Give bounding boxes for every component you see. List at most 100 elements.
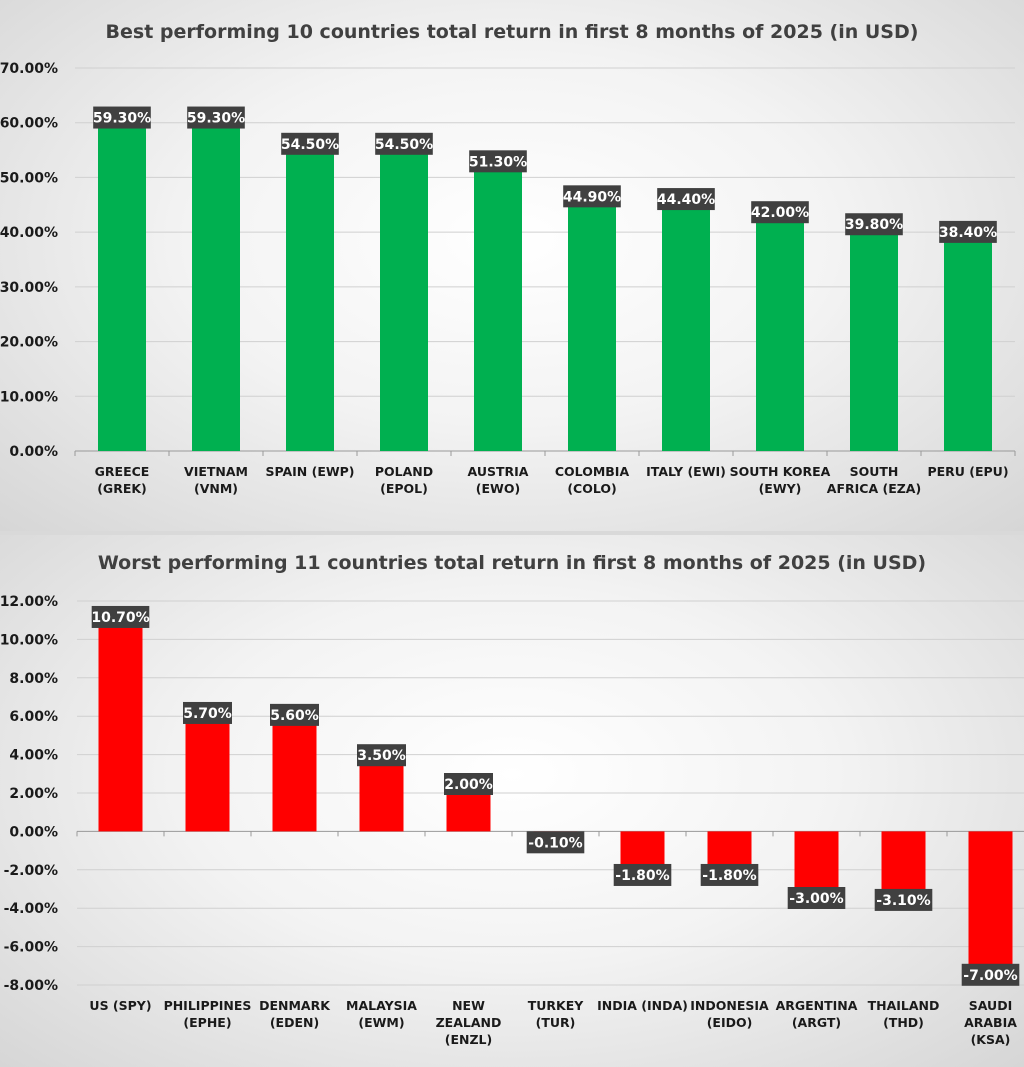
y-tick-label: 8.00%: [9, 671, 58, 687]
y-tick-label: 50.00%: [0, 170, 58, 186]
data-label: -3.10%: [876, 893, 930, 909]
data-label: 3.50%: [357, 748, 406, 764]
data-label: -7.00%: [963, 968, 1017, 984]
category-label: GREECE: [95, 464, 150, 479]
data-label-box: [93, 106, 151, 129]
bar: [380, 152, 428, 452]
data-label: 10.70%: [91, 610, 149, 626]
bar: [968, 831, 1013, 966]
category-label: (THD): [883, 1015, 924, 1030]
category-label: US (SPY): [89, 998, 151, 1013]
category-label: (VNM): [194, 481, 238, 496]
data-label-box: [751, 201, 809, 224]
bar: [98, 126, 146, 452]
data-label: 42.00%: [751, 205, 809, 221]
category-label: ITALY (EWI): [646, 464, 726, 479]
data-label: 44.90%: [563, 189, 621, 205]
data-label-box: [563, 185, 621, 208]
bar: [662, 208, 710, 451]
data-label-box: [526, 831, 585, 854]
y-tick-label: -2.00%: [4, 863, 58, 879]
bar: [98, 625, 143, 832]
y-tick-label: 40.00%: [0, 225, 58, 241]
bar: [707, 831, 752, 866]
category-label: PERU (EPU): [927, 464, 1008, 479]
y-tick-label: 12.00%: [0, 594, 58, 610]
category-label: (COLO): [567, 481, 616, 496]
category-label: THAILAND: [868, 998, 940, 1013]
y-tick-label: 10.00%: [0, 632, 58, 648]
category-label: SOUTH: [850, 464, 899, 479]
y-tick-label: 20.00%: [0, 335, 58, 351]
category-label: (KSA): [971, 1032, 1011, 1047]
bar: [446, 793, 491, 832]
category-label: (EIDO): [707, 1015, 753, 1030]
category-label: ARGENTINA: [776, 998, 858, 1013]
bar: [192, 126, 240, 452]
data-label-box: [91, 605, 150, 628]
bar: [794, 831, 839, 889]
data-label: 54.50%: [281, 137, 339, 153]
y-tick-label: 0.00%: [9, 444, 58, 460]
data-label-box: [613, 863, 672, 886]
y-tick-label: 30.00%: [0, 280, 58, 296]
data-label-box: [939, 220, 997, 243]
data-label: 39.80%: [845, 217, 903, 233]
y-tick-label: 0.00%: [9, 824, 58, 840]
category-label: INDONESIA: [690, 998, 769, 1013]
data-label-box: [845, 213, 903, 236]
category-label: (EDEN): [270, 1015, 319, 1030]
category-label: DENMARK: [259, 998, 331, 1013]
category-label: NEW: [452, 998, 485, 1013]
data-label-box: [657, 188, 715, 211]
data-label-box: [874, 888, 933, 911]
category-label: AUSTRIA: [468, 464, 529, 479]
bar: [850, 233, 898, 451]
best-performers-chart: Best performing 10 countries total retur…: [0, 0, 1024, 531]
data-label-box: [787, 887, 846, 909]
category-label: MALAYSIA: [346, 998, 417, 1013]
bar: [568, 205, 616, 451]
data-label-box: [469, 150, 527, 173]
category-label: AFRICA (EZA): [827, 481, 921, 496]
data-label: 5.70%: [183, 706, 232, 722]
bar: [272, 723, 317, 832]
data-label: -1.80%: [615, 868, 669, 884]
y-tick-label: 60.00%: [0, 116, 58, 132]
category-label: (EWY): [759, 481, 802, 496]
best-performers-svg: Best performing 10 countries total retur…: [0, 21, 1016, 496]
data-label: 44.40%: [657, 192, 715, 208]
data-label: -3.00%: [789, 891, 843, 907]
data-label-box: [183, 701, 232, 724]
data-label-box: [444, 773, 493, 795]
category-label: SOUTH KOREA: [730, 464, 831, 479]
data-label-box: [187, 106, 245, 129]
y-tick-label: 6.00%: [9, 709, 58, 725]
data-label: -1.80%: [702, 868, 756, 884]
data-label: 59.30%: [93, 111, 151, 127]
y-tick-label: 4.00%: [9, 748, 58, 764]
data-label: 2.00%: [444, 777, 493, 793]
chart-title: Best performing 10 countries total retur…: [106, 21, 919, 43]
data-label-box: [357, 744, 406, 767]
y-tick-label: -6.00%: [4, 940, 58, 956]
category-label: (TUR): [536, 1015, 576, 1030]
y-tick-label: 2.00%: [9, 786, 58, 802]
category-label: SPAIN (EWP): [265, 464, 354, 479]
category-label: SAUDI: [969, 998, 1012, 1013]
bar: [620, 831, 665, 866]
data-label: 54.50%: [375, 137, 433, 153]
y-tick-label: 10.00%: [0, 389, 58, 405]
data-label: 59.30%: [187, 111, 245, 127]
data-label-box: [281, 132, 339, 155]
category-label: INDIA (INDA): [597, 998, 688, 1013]
category-label: (EPHE): [183, 1015, 231, 1030]
y-tick-label: 70.00%: [0, 61, 58, 77]
bar: [359, 764, 404, 832]
worst-performers-chart: Worst performing 11 countries total retu…: [0, 535, 1024, 1067]
data-label: -0.10%: [528, 835, 582, 851]
y-tick-label: -8.00%: [4, 978, 58, 994]
data-label-box: [375, 132, 433, 155]
data-label: 5.60%: [270, 708, 319, 724]
worst-performers-svg: Worst performing 11 countries total retu…: [0, 552, 1024, 1047]
